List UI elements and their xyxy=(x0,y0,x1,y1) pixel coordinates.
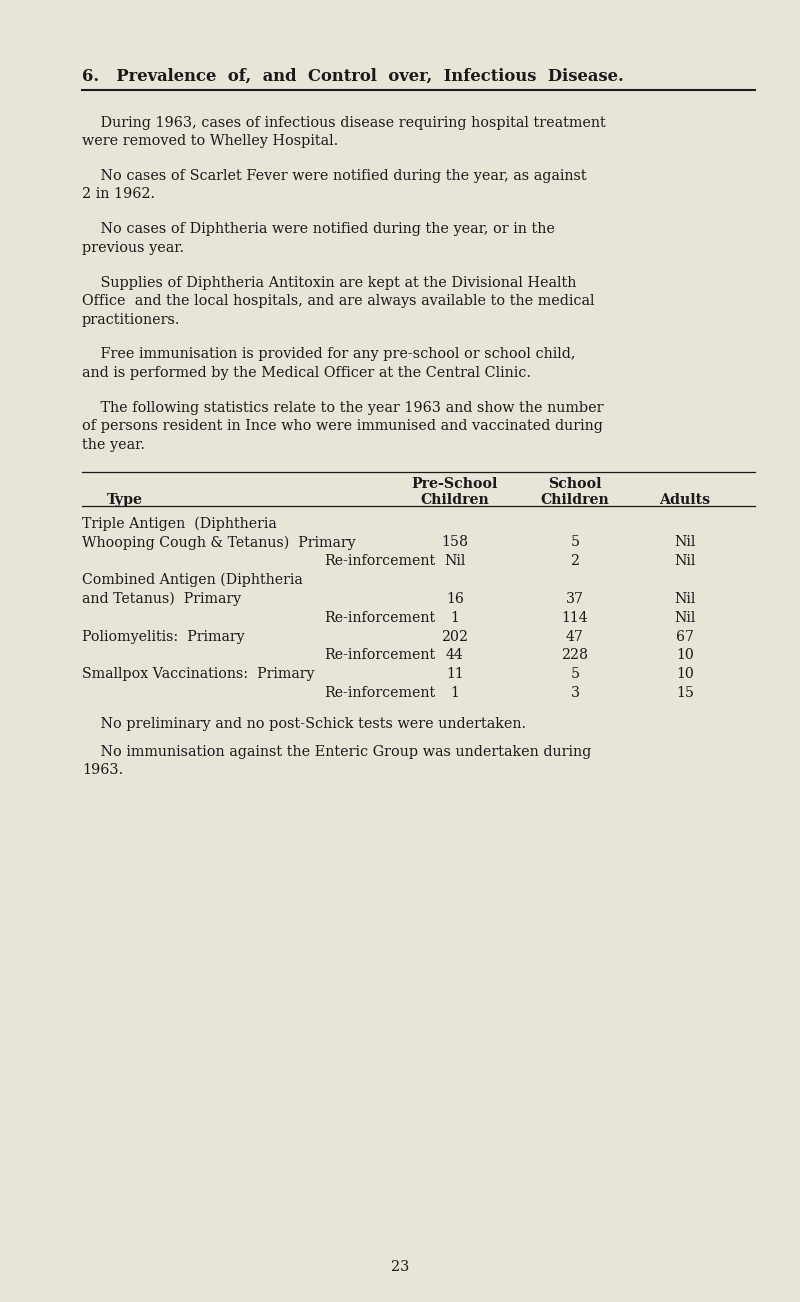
Text: of persons resident in Ince who were immunised and vaccinated during: of persons resident in Ince who were imm… xyxy=(82,419,603,434)
Text: 47: 47 xyxy=(566,630,584,643)
Text: 158: 158 xyxy=(442,535,469,549)
Text: previous year.: previous year. xyxy=(82,241,184,255)
Text: Triple Antigen  (Diphtheria: Triple Antigen (Diphtheria xyxy=(82,517,277,531)
Text: 1: 1 xyxy=(450,611,459,625)
Text: Office  and the local hospitals, and are always available to the medical: Office and the local hospitals, and are … xyxy=(82,294,594,309)
Text: During 1963, cases of infectious disease requiring hospital treatment: During 1963, cases of infectious disease… xyxy=(82,116,606,130)
Text: 6.   Prevalence  of,  and  Control  over,  Infectious  Disease.: 6. Prevalence of, and Control over, Infe… xyxy=(82,68,624,85)
Text: 1963.: 1963. xyxy=(82,763,123,777)
Text: Re-inforcement: Re-inforcement xyxy=(324,686,435,700)
Text: the year.: the year. xyxy=(82,437,145,452)
Text: Nil: Nil xyxy=(674,555,696,568)
Text: were removed to Whelley Hospital.: were removed to Whelley Hospital. xyxy=(82,134,338,148)
Text: 67: 67 xyxy=(676,630,694,643)
Text: Free immunisation is provided for any pre-school or school child,: Free immunisation is provided for any pr… xyxy=(82,348,575,362)
Text: Children: Children xyxy=(421,493,490,508)
Text: Nil: Nil xyxy=(444,555,466,568)
Text: 10: 10 xyxy=(676,648,694,663)
Text: Nil: Nil xyxy=(674,535,696,549)
Text: Adults: Adults xyxy=(659,493,710,508)
Text: The following statistics relate to the year 1963 and show the number: The following statistics relate to the y… xyxy=(82,401,603,415)
Text: 3: 3 xyxy=(570,686,579,700)
Text: Children: Children xyxy=(541,493,610,508)
Text: and Tetanus)  Primary: and Tetanus) Primary xyxy=(82,592,241,607)
Text: 228: 228 xyxy=(562,648,589,663)
Text: 37: 37 xyxy=(566,592,584,605)
Text: 11: 11 xyxy=(446,668,464,681)
Text: Re-inforcement: Re-inforcement xyxy=(324,611,435,625)
Text: Type: Type xyxy=(107,493,143,508)
Text: 2 in 1962.: 2 in 1962. xyxy=(82,187,155,202)
Text: Poliomyelitis:  Primary: Poliomyelitis: Primary xyxy=(82,630,245,643)
Text: 114: 114 xyxy=(562,611,588,625)
Text: No cases of Diphtheria were notified during the year, or in the: No cases of Diphtheria were notified dur… xyxy=(82,223,555,236)
Text: 16: 16 xyxy=(446,592,464,605)
Text: Re-inforcement: Re-inforcement xyxy=(324,555,435,568)
Text: 202: 202 xyxy=(442,630,469,643)
Text: 23: 23 xyxy=(391,1260,409,1273)
Text: Whooping Cough & Tetanus)  Primary: Whooping Cough & Tetanus) Primary xyxy=(82,535,356,549)
Text: No cases of Scarlet Fever were notified during the year, as against: No cases of Scarlet Fever were notified … xyxy=(82,169,586,182)
Text: Pre-School: Pre-School xyxy=(412,477,498,491)
Text: 10: 10 xyxy=(676,668,694,681)
Text: 2: 2 xyxy=(570,555,579,568)
Text: Combined Antigen (Diphtheria: Combined Antigen (Diphtheria xyxy=(82,573,302,587)
Text: School: School xyxy=(548,477,602,491)
Text: 5: 5 xyxy=(570,668,579,681)
Text: practitioners.: practitioners. xyxy=(82,312,181,327)
Text: 15: 15 xyxy=(676,686,694,700)
Text: Smallpox Vaccinations:  Primary: Smallpox Vaccinations: Primary xyxy=(82,668,314,681)
Text: 5: 5 xyxy=(570,535,579,549)
Text: No immunisation against the Enteric Group was undertaken during: No immunisation against the Enteric Grou… xyxy=(82,745,591,759)
Text: 1: 1 xyxy=(450,686,459,700)
Text: No preliminary and no post-Schick tests were undertaken.: No preliminary and no post-Schick tests … xyxy=(82,717,526,730)
Text: Nil: Nil xyxy=(674,611,696,625)
Text: and is performed by the Medical Officer at the Central Clinic.: and is performed by the Medical Officer … xyxy=(82,366,531,380)
Text: Re-inforcement: Re-inforcement xyxy=(324,648,435,663)
Text: Nil: Nil xyxy=(674,592,696,605)
Text: 44: 44 xyxy=(446,648,464,663)
Text: Supplies of Diphtheria Antitoxin are kept at the Divisional Health: Supplies of Diphtheria Antitoxin are kep… xyxy=(82,276,576,289)
